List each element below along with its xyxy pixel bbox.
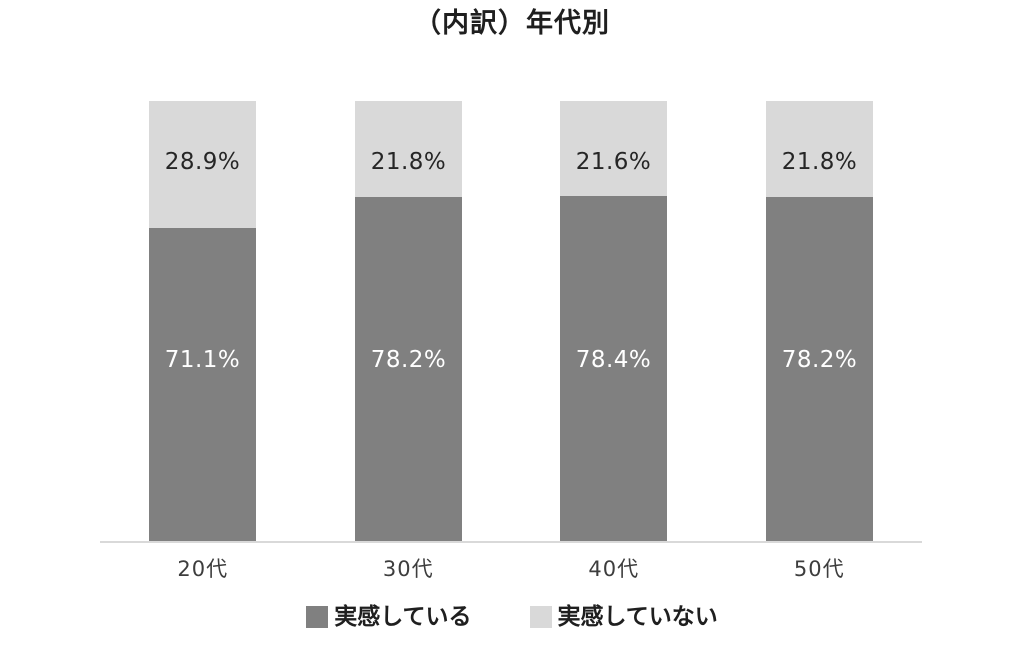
data-label-not-feeling-30s: 21.8% bbox=[370, 149, 447, 175]
data-label-feeling-20s: 71.1% bbox=[164, 347, 241, 373]
data-label-feeling-30s: 78.2% bbox=[370, 347, 447, 373]
bar-20s-segment-feeling bbox=[149, 228, 256, 541]
legend-label-feeling: 実感している bbox=[334, 604, 472, 630]
x-axis-label-20s: 20代 bbox=[177, 557, 229, 581]
data-label-feeling-40s: 78.4% bbox=[575, 347, 652, 373]
legend-label-not-feeling: 実感していない bbox=[557, 604, 718, 630]
bar-40s: 21.6% 78.4% bbox=[560, 101, 667, 541]
x-axis-label-40s: 40代 bbox=[588, 557, 640, 581]
legend-item-not-feeling: 実感していない bbox=[529, 603, 718, 631]
bar-20s: 28.9% 71.1% bbox=[149, 101, 256, 541]
data-label-not-feeling-50s: 21.8% bbox=[781, 149, 858, 175]
legend: 実感している 実感していない bbox=[0, 603, 1024, 631]
data-label-not-feeling-40s: 21.6% bbox=[575, 149, 652, 175]
x-axis-labels: 20代 30代 40代 50代 bbox=[100, 556, 922, 582]
x-axis-label-50s: 50代 bbox=[793, 557, 845, 581]
legend-swatch-feeling-icon bbox=[306, 606, 329, 628]
chart-title: （内訳）年代別 bbox=[414, 8, 610, 39]
data-label-feeling-50s: 78.2% bbox=[781, 347, 858, 373]
bar-50s: 21.8% 78.2% bbox=[766, 101, 873, 541]
x-axis-line bbox=[100, 541, 922, 543]
bar-30s-segment-not-feeling bbox=[355, 101, 462, 197]
x-axis-label-30s: 30代 bbox=[382, 557, 434, 581]
bar-30s: 21.8% 78.2% bbox=[355, 101, 462, 541]
bar-50s-segment-not-feeling bbox=[766, 101, 873, 197]
plot-area: 28.9% 71.1% 21.8% 78.2% 21.6% 78.4% 21.8… bbox=[100, 101, 922, 543]
legend-swatch-not-feeling-icon bbox=[529, 606, 552, 628]
bar-50s-segment-feeling bbox=[766, 196, 873, 541]
bar-30s-segment-feeling bbox=[355, 196, 462, 541]
data-label-not-feeling-20s: 28.9% bbox=[164, 149, 241, 175]
bar-40s-segment-feeling bbox=[560, 196, 667, 541]
legend-item-feeling: 実感している bbox=[306, 603, 472, 631]
bar-40s-segment-not-feeling bbox=[560, 101, 667, 197]
bar-20s-segment-not-feeling bbox=[149, 101, 256, 229]
